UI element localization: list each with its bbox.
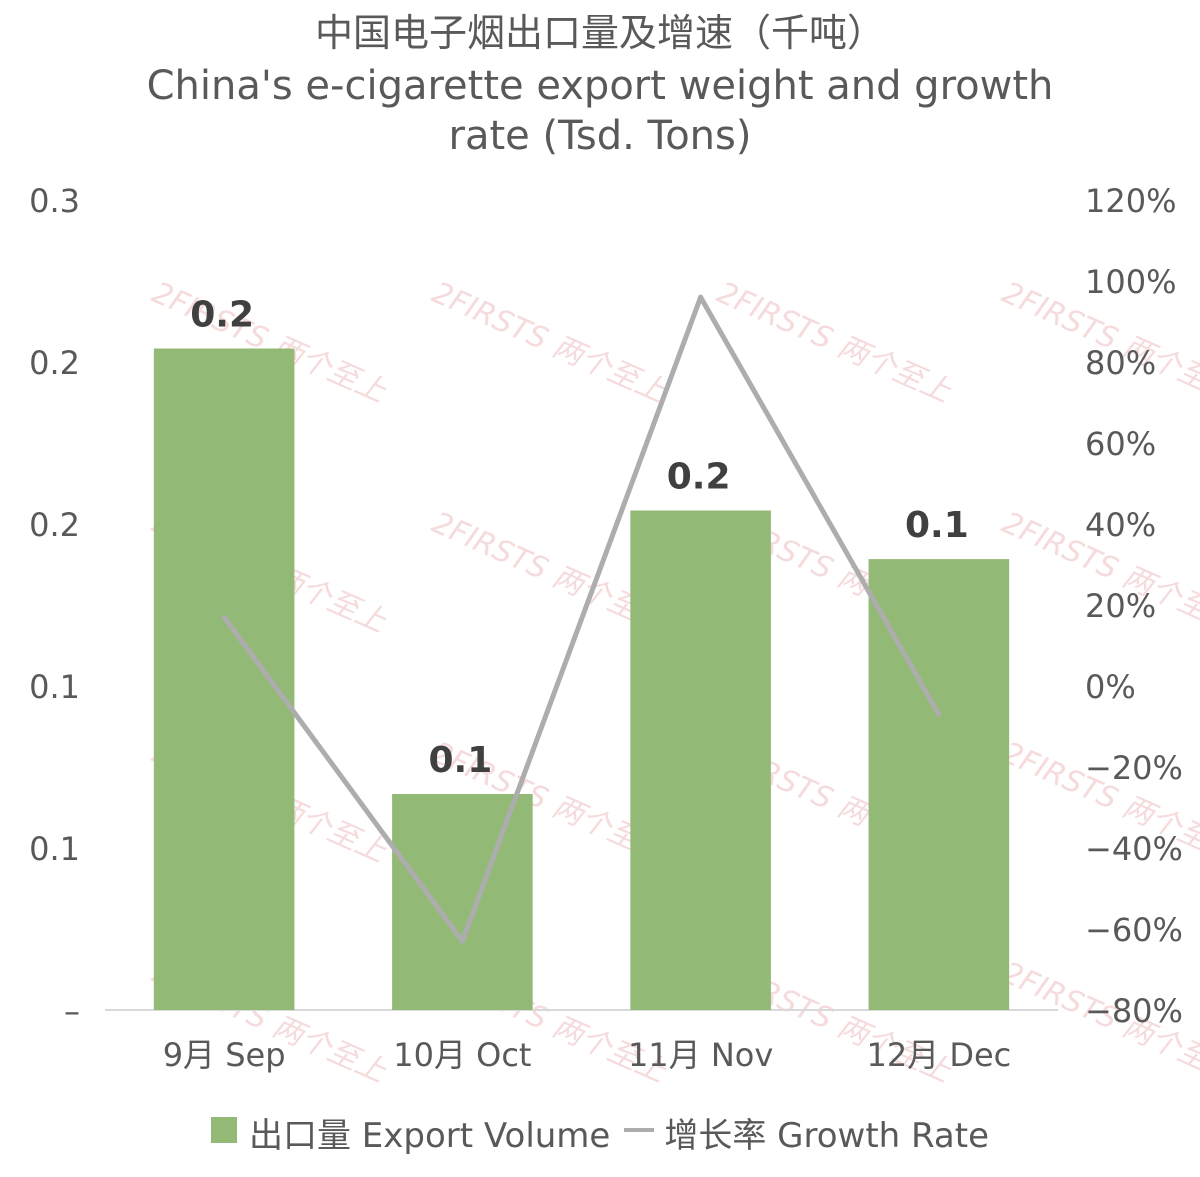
left-axis: – 0.1 0.1 0.2 0.2 0.3 <box>29 182 80 1030</box>
bar <box>153 348 295 1010</box>
bar-data-label: 0.2 <box>190 295 254 336</box>
bar-series <box>153 348 1010 1010</box>
right-axis-tick-label: −40% <box>1085 830 1183 868</box>
legend-bar-swatch <box>210 1116 237 1143</box>
left-axis-tick-label: 0.1 <box>29 830 80 868</box>
right-axis-tick-label: 0% <box>1085 668 1136 706</box>
bar-data-label: 0.2 <box>667 457 731 498</box>
growth-rate-point <box>936 711 942 717</box>
bar <box>630 510 771 1010</box>
right-axis-tick-label: 100% <box>1085 263 1176 301</box>
growth-rate-point <box>698 294 704 300</box>
left-axis-tick-label: 0.1 <box>29 668 80 706</box>
chart-title-chinese: 中国电子烟出口量及增速（千吨） <box>314 11 885 55</box>
growth-rate-point <box>221 614 227 620</box>
growth-rate-series <box>221 294 942 944</box>
x-axis-ticks: 9月 Sep 10月 Oct 11月 Nov 12月 Dec <box>163 1036 1012 1074</box>
right-axis-tick-label: 120% <box>1085 182 1176 220</box>
left-axis-tick-label: 0.2 <box>29 506 80 544</box>
watermark-text: 2FIRSTS 两个至上 <box>712 275 957 410</box>
growth-rate-line <box>222 294 942 944</box>
x-axis-tick-label: 10月 Oct <box>393 1036 531 1074</box>
left-axis-tick-label: 0.2 <box>29 344 80 382</box>
growth-rate-point <box>459 938 465 944</box>
right-axis-tick-label: 60% <box>1085 425 1156 463</box>
bar-data-label: 0.1 <box>905 505 969 546</box>
right-axis-tick-label: 80% <box>1085 344 1156 382</box>
bar-data-labels: 0.2 0.1 0.2 0.1 <box>190 295 969 782</box>
right-axis-tick-label: −80% <box>1085 992 1183 1030</box>
left-axis-tick-label: 0.3 <box>29 182 80 220</box>
watermark-text: 2FIRSTS 两个至上 <box>427 275 672 410</box>
x-axis-tick-label: 11月 Nov <box>628 1036 773 1074</box>
right-axis-tick-label: −20% <box>1085 749 1183 787</box>
right-axis-tick-label: −60% <box>1085 911 1183 949</box>
chart-title-english-line2: rate (Tsd. Tons) <box>448 113 752 159</box>
left-axis-tick-label: – <box>64 992 80 1030</box>
right-axis-tick-label: 40% <box>1085 506 1156 544</box>
x-axis-tick-label: 12月 Dec <box>866 1036 1011 1074</box>
legend-line-swatch <box>624 1127 655 1132</box>
legend-bar-label: 出口量 Export Volume <box>248 1116 611 1156</box>
x-axis-tick-label: 9月 Sep <box>163 1036 286 1074</box>
right-axis: −80% −60% −40% −20% 0% 20% 40% 60% 80% 100% 120% <box>1085 182 1183 1030</box>
chart-title-english-line1: China's e-cigarette export weight and gr… <box>146 63 1054 109</box>
bar-data-label: 0.1 <box>428 740 492 781</box>
bar <box>392 794 533 1010</box>
legend: 出口量 Export Volume 增长率 Growth Rate <box>0 1108 1200 1157</box>
right-axis-tick-label: 20% <box>1085 587 1156 625</box>
legend-line-label: 增长率 Growth Rate <box>664 1116 990 1156</box>
